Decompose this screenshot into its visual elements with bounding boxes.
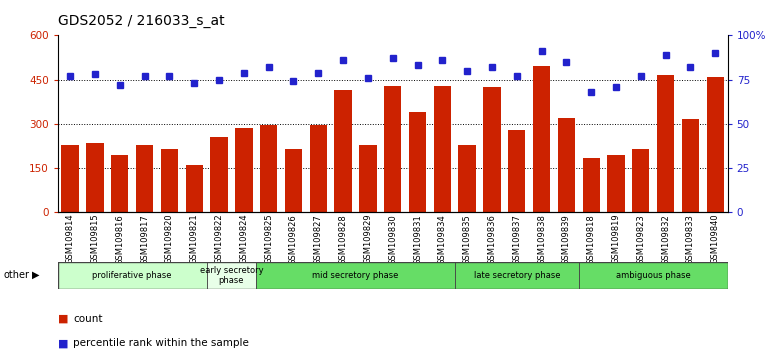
Bar [235,128,253,212]
Bar [484,87,500,212]
Bar [455,262,579,289]
Text: other: other [4,270,30,280]
Bar [533,67,551,212]
Bar [434,86,451,212]
Bar [210,137,228,212]
Bar [632,149,649,212]
Bar [256,262,455,289]
Bar [136,145,153,212]
Text: early secretory
phase: early secretory phase [199,266,263,285]
Bar [707,77,724,212]
Text: ambiguous phase: ambiguous phase [616,271,691,280]
Bar [285,149,302,212]
Bar [384,86,401,212]
Bar [458,144,476,212]
Bar [359,144,377,212]
Bar [681,120,699,212]
Bar [508,130,525,212]
Bar [260,125,277,212]
Bar [582,158,600,212]
Bar [334,90,352,212]
Text: ■: ■ [58,314,69,324]
Text: mid secretory phase: mid secretory phase [313,271,399,280]
Bar [62,145,79,212]
Bar [161,149,178,212]
Bar [557,118,575,212]
Bar [657,75,675,212]
Text: count: count [73,314,102,324]
Text: percentile rank within the sample: percentile rank within the sample [73,338,249,348]
Bar [186,165,203,212]
Bar [206,262,256,289]
Bar [58,262,206,289]
Text: late secretory phase: late secretory phase [474,271,560,280]
Text: ▶: ▶ [32,270,40,280]
Bar [86,143,104,212]
Bar [409,112,427,212]
Bar [579,262,728,289]
Text: proliferative phase: proliferative phase [92,271,172,280]
Bar [310,125,327,212]
Text: ■: ■ [58,338,69,348]
Bar [608,155,624,212]
Text: GDS2052 / 216033_s_at: GDS2052 / 216033_s_at [58,14,224,28]
Bar [111,155,129,212]
